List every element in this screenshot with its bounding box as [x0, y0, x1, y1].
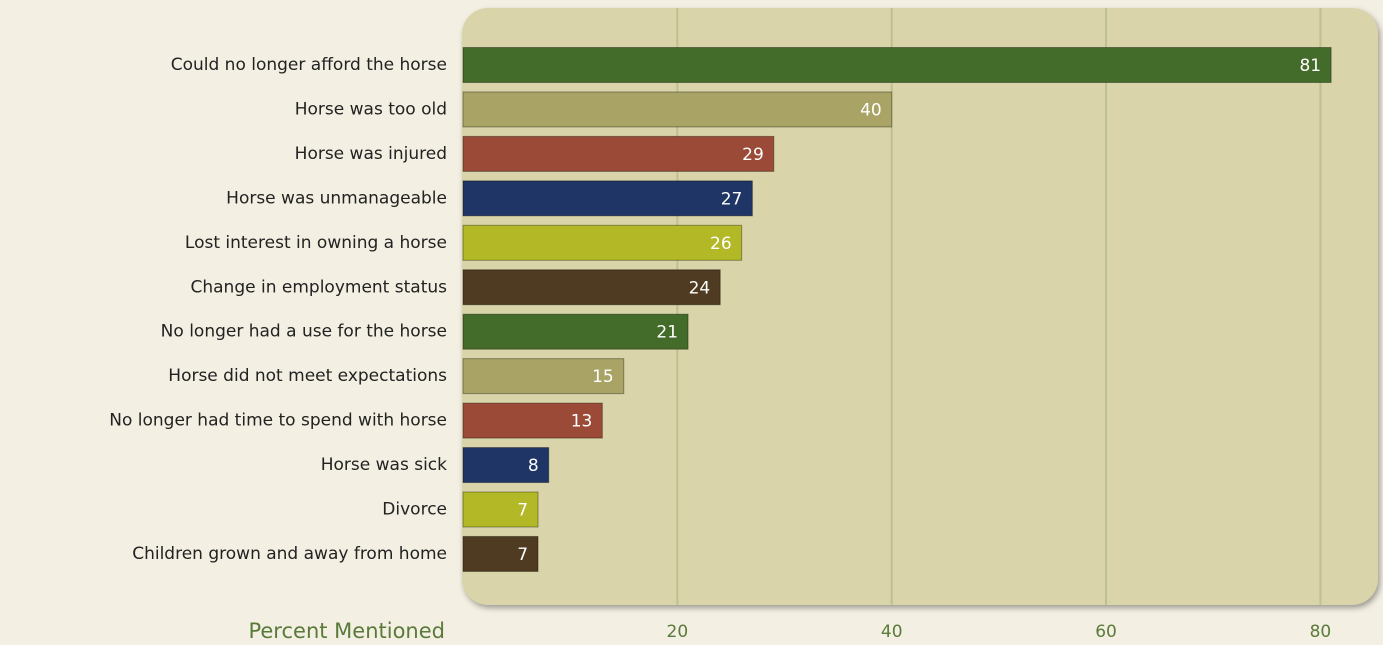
value-label: 40 [860, 100, 882, 120]
value-label: 81 [1299, 56, 1321, 76]
y-tick-label: No longer had time to spend with horse [109, 411, 447, 431]
value-label: 21 [656, 323, 678, 343]
y-tick-label: Could no longer afford the horse [171, 55, 447, 75]
y-tick-label: Change in employment status [191, 277, 448, 297]
value-label: 26 [710, 234, 732, 254]
x-tick-label: 60 [1095, 622, 1117, 642]
x-tick-label: 40 [881, 622, 903, 642]
value-label: 7 [517, 545, 528, 565]
y-tick-label: Horse did not meet expectations [168, 366, 447, 386]
y-tick-label: Horse was sick [321, 455, 447, 475]
bar [462, 135, 775, 172]
value-label: 13 [571, 412, 593, 432]
x-tick-label: 80 [1310, 622, 1332, 642]
bar [462, 269, 721, 306]
bar [462, 402, 603, 439]
axis-title: Percent Mentioned [248, 619, 445, 643]
bar [462, 180, 753, 217]
y-tick-label: Horse was unmanageable [226, 188, 447, 208]
value-label: 7 [517, 501, 528, 521]
value-label: 24 [689, 278, 711, 298]
bar [462, 47, 1332, 83]
bar [462, 535, 539, 572]
bar [462, 447, 550, 484]
bar [462, 313, 689, 350]
x-tick-label: 20 [667, 622, 689, 642]
bar [462, 91, 893, 128]
y-tick-label: Children grown and away from home [132, 544, 447, 564]
y-tick-label: Divorce [382, 500, 447, 520]
value-label: 15 [592, 367, 614, 387]
y-tick-label: No longer had a use for the horse [161, 322, 447, 342]
y-tick-label: Horse was injured [295, 144, 447, 164]
y-tick-label: Horse was too old [295, 99, 447, 119]
bar [462, 491, 539, 528]
bar [462, 358, 625, 395]
value-label: 27 [721, 189, 743, 209]
bar [462, 224, 743, 261]
value-label: 29 [742, 145, 764, 165]
y-tick-label: Lost interest in owning a horse [185, 233, 447, 253]
value-label: 8 [528, 456, 539, 476]
